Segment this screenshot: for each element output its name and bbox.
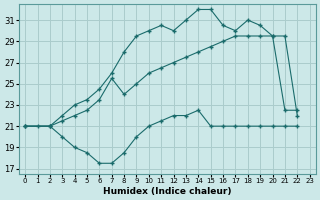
X-axis label: Humidex (Indice chaleur): Humidex (Indice chaleur) [103,187,232,196]
